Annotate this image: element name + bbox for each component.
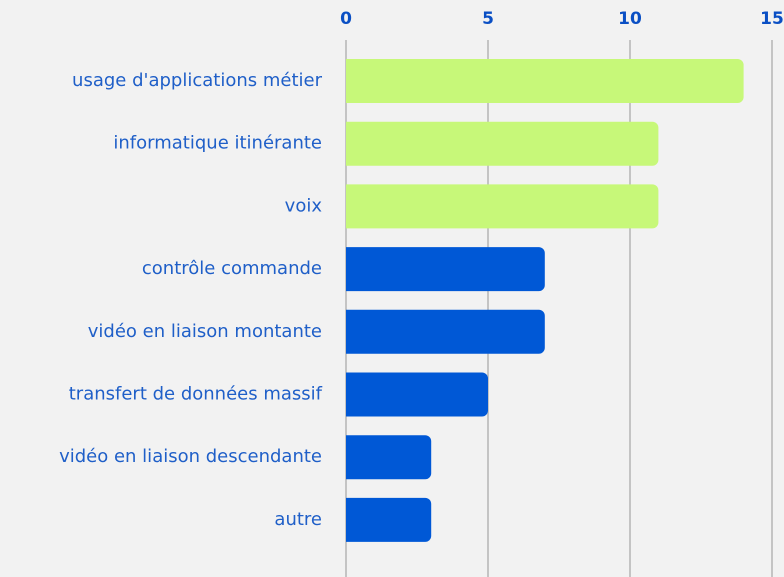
bar	[346, 59, 744, 103]
bar	[346, 121, 659, 166]
bar	[346, 497, 432, 542]
x-tick-label: 10	[618, 9, 642, 29]
bar	[346, 184, 659, 229]
bar	[346, 372, 488, 417]
y-tick-label: contrôle commande	[142, 258, 322, 279]
bar	[346, 309, 545, 354]
bar	[346, 247, 545, 292]
x-tick-label: 5	[482, 9, 494, 29]
bar	[346, 435, 432, 480]
y-tick-label: informatique itinérante	[113, 133, 322, 154]
y-tick-label: autre	[274, 509, 322, 530]
x-tick-label: 15	[760, 9, 784, 29]
y-tick-label: transfert de données massif	[69, 384, 323, 405]
y-tick-label: vidéo en liaison montante	[88, 321, 322, 342]
y-tick-label: voix	[285, 195, 323, 216]
x-tick-label: 0	[340, 9, 352, 29]
y-tick-label: vidéo en liaison descendante	[59, 446, 322, 467]
y-tick-label: usage d'applications métier	[72, 70, 323, 91]
